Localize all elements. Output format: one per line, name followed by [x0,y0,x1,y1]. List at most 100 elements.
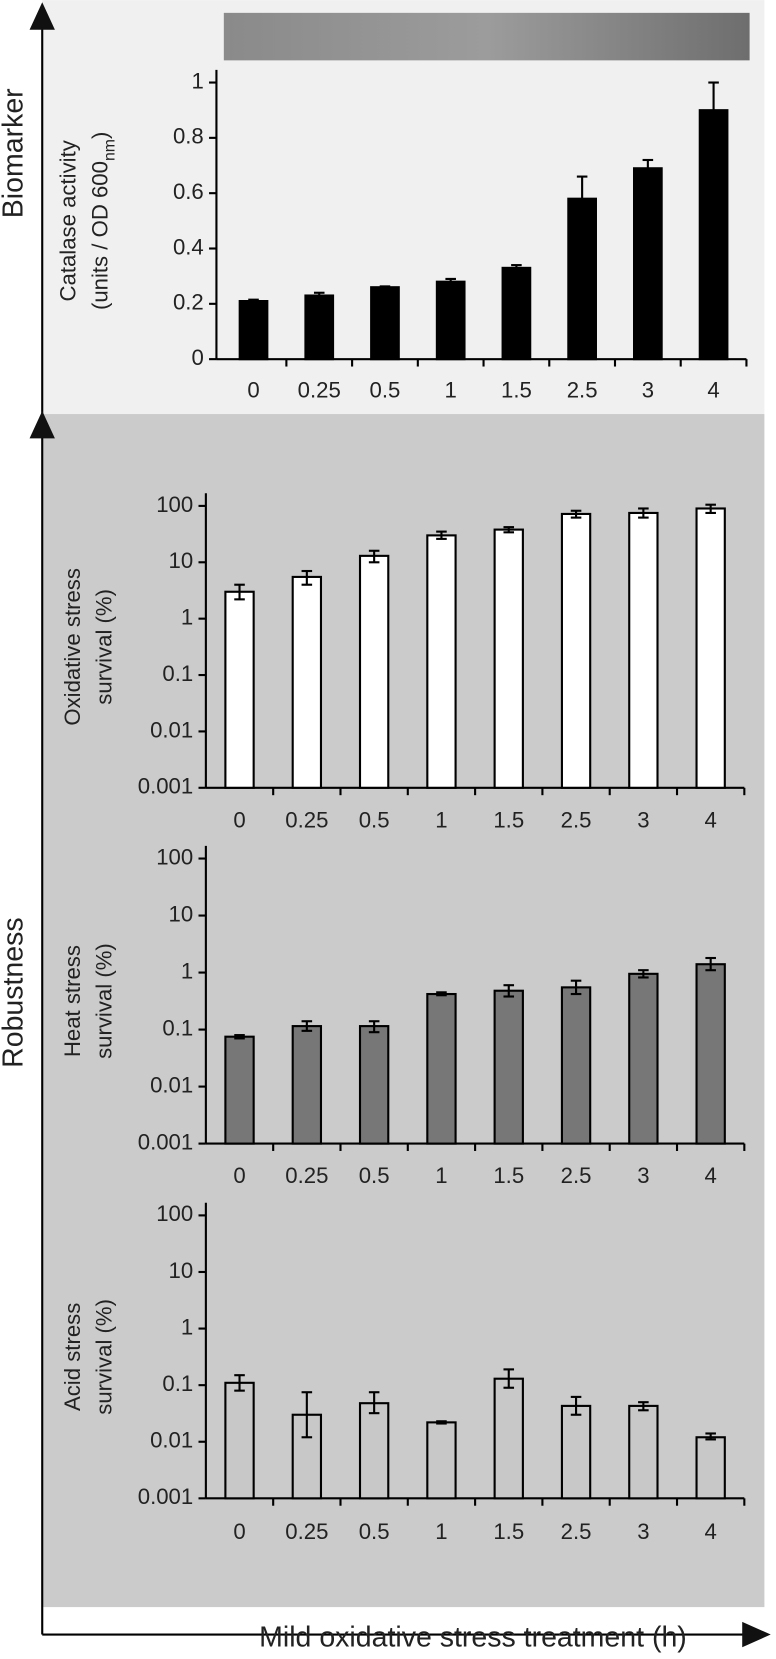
bar [304,294,335,361]
y-tick-label: 0.001 [138,1484,193,1509]
y-tick-label: 0.8 [173,124,204,149]
y-tick-label: 10 [169,901,194,926]
y-tick-label: 0.01 [150,1072,193,1097]
y-axis-label: Acid stress [60,1303,85,1411]
y-axis-label: survival (%) [91,943,116,1059]
bar [426,1421,457,1500]
bar [426,534,457,789]
x-tick-label: 0 [233,1519,245,1544]
y-axis-label-text: survival (%) [91,589,116,705]
bar [695,963,726,1145]
error-bar [503,1368,515,1389]
bar [501,266,532,361]
x-tick-label: 1.5 [493,1163,524,1188]
y-tick-label: 0.1 [162,1015,193,1040]
x-tick-label: 2.5 [561,807,592,832]
y-tick-label: 1 [191,68,203,93]
x-tick-label: 3 [642,378,654,403]
bar [426,992,457,1145]
error-bar [503,526,515,534]
y-axis-label-text: survival (%) [91,1299,116,1415]
x-tick-label: 2.5 [561,1519,592,1544]
x-tick-label: 2.5 [567,378,598,403]
x-tick-label: 1.5 [493,1519,524,1544]
bar [493,989,524,1145]
bar [628,972,659,1145]
error-bar [436,1420,447,1425]
error-bar [248,298,259,304]
x-tick-label: 0.5 [359,807,390,832]
y-tick-label: 1 [181,1314,193,1339]
bar [560,986,592,1145]
x-tick-label: 4 [705,1163,717,1188]
x-tick-label: 0.5 [359,1163,390,1188]
x-tick-label: 3 [637,807,649,832]
error-bar [705,503,716,515]
arrowhead [742,1621,771,1648]
error-bar [368,1391,380,1415]
bar [628,1404,659,1500]
error-bar [708,81,719,139]
error-bar [301,1020,313,1032]
x-tick-label: 0 [233,1163,245,1188]
bar [493,1377,524,1500]
y-tick-label: 1 [181,605,193,630]
bar [632,167,663,361]
bar [560,512,592,789]
bar [493,528,524,789]
y-tick-label: 0.001 [138,774,193,799]
y-axis-label-text: ) [87,132,112,139]
y-tick-label: 10 [169,548,194,573]
y-tick-label: 0.1 [162,661,193,686]
error-bar [570,979,582,996]
error-bar [503,984,515,998]
x-tick-label: 4 [705,1519,717,1544]
y-axis-label-text: survival (%) [91,943,116,1059]
x-tick-label: 2.5 [561,1163,592,1188]
bar [358,1025,390,1145]
y-tick-label: 100 [156,844,193,869]
arrowhead [29,2,55,30]
bar [567,197,597,361]
y-tick-label: 10 [169,1258,194,1283]
x-tick-label: 0.25 [285,1163,328,1188]
error-bar [445,277,456,286]
bar [560,1404,592,1500]
error-bar [436,991,447,997]
error-bar [301,1391,313,1439]
error-bar [570,509,582,519]
y-axis-label: Oxidative stress [60,568,85,726]
y-tick-label: 1 [181,958,193,983]
error-bar [511,264,522,272]
x-tick-label: 1.5 [501,378,532,403]
error-bar [576,175,588,222]
error-bar [705,956,716,972]
x-tick-label: 0.5 [359,1519,390,1544]
bar [358,1402,390,1500]
error-bar [234,1374,245,1392]
bar [358,554,390,789]
x-tick-label: 0 [233,807,245,832]
y-axis-label-text: (units / OD 600 [87,161,112,310]
bar [291,1025,323,1145]
y-tick-label: 0.4 [173,234,204,259]
error-bar [570,1395,582,1416]
y-axis-label: Catalase activity [56,139,81,301]
error-bar [234,1034,245,1040]
y-axis-label: survival (%) [91,589,116,705]
error-bar [313,291,325,300]
bar [695,1436,726,1500]
y-tick-label: 0 [191,345,203,370]
x-tick-label: 4 [705,807,717,832]
biomarker-label: Biomarker [0,88,29,218]
error-bar [638,1401,649,1412]
y-tick-label: 0.1 [162,1371,193,1396]
y-tick-label: 0.001 [138,1129,193,1154]
x-tick-label: 3 [637,1519,649,1544]
error-bar [368,1020,380,1034]
x-tick-label: 0.25 [298,378,341,403]
x-tick-label: 0.25 [285,807,328,832]
x-tick-label: 0.25 [285,1519,328,1544]
